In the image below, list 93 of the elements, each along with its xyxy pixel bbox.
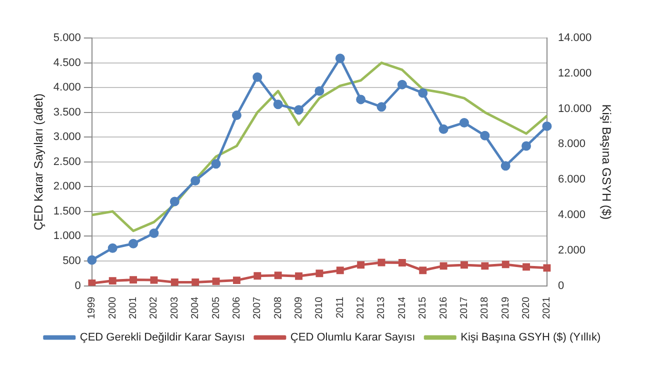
point (130, 276, 138, 284)
y2-tick-label: 4.000 (558, 209, 586, 221)
y-tick-label: 500 (62, 255, 81, 268)
point (480, 130, 490, 140)
y-tick-label: 5.000 (53, 32, 81, 44)
y-tick-label: 1.000 (53, 230, 81, 242)
point (357, 261, 365, 269)
x-tick-label: 2018 (480, 296, 491, 320)
x-tick-label: 1999 (86, 296, 98, 320)
x-tick-label: 2021 (542, 296, 553, 320)
point (502, 260, 510, 268)
y-tick-label: 0 (74, 280, 81, 292)
point (274, 272, 282, 280)
x-tick-label: 2010 (314, 296, 326, 320)
x-tick-label: 2011 (334, 296, 346, 318)
x-tick-label: 2014 (396, 296, 408, 320)
x-tick-label: 2004 (190, 296, 202, 320)
y2-tick-label: 8.000 (558, 138, 586, 150)
point (335, 54, 345, 64)
point (438, 124, 448, 134)
y2-tick-label: 14.000 (558, 32, 592, 44)
x-tick-label: 2016 (438, 296, 450, 320)
x-tick-label: 2003 (169, 296, 180, 320)
x-tick-label: 2001 (128, 296, 140, 320)
y2-tick-label: 10.000 (558, 102, 592, 115)
y2-tick-label: 0 (558, 280, 564, 292)
x-tick-label: 2015 (418, 296, 429, 320)
y-tick-label: 4.000 (53, 82, 81, 94)
x-tick-label: 2012 (356, 296, 367, 320)
point (170, 196, 180, 206)
y2-tick-label: 6.000 (558, 174, 586, 186)
point (150, 276, 158, 284)
legend-label: ÇED Olumlu Karar Sayısı (290, 332, 416, 344)
legend-label: Kişi Başına GSYH ($) (Yıllık) (460, 332, 601, 344)
point (378, 258, 386, 266)
y2-tick-label: 12.000 (558, 67, 592, 80)
point (212, 278, 220, 286)
point (170, 278, 178, 286)
point (192, 278, 200, 286)
x-tick-label: 2006 (231, 296, 242, 320)
point (336, 266, 344, 274)
point (418, 88, 428, 98)
point (376, 102, 386, 112)
point (190, 176, 200, 186)
point (542, 121, 552, 131)
legend-label: ÇED Gerekli Değildir Karar Sayısı (80, 332, 245, 344)
y2-axis-title: Kişi Başına GSYH ($) (599, 104, 614, 220)
point (543, 264, 551, 272)
x-tick-label: 2017 (458, 296, 470, 320)
x-tick-label: 2005 (210, 296, 222, 320)
y-tick-label: 4.500 (53, 56, 81, 69)
point (314, 86, 324, 96)
point (397, 80, 407, 90)
point (87, 255, 97, 265)
y-tick-label: 2.000 (53, 180, 81, 193)
point (295, 272, 302, 280)
y-tick-label: 2.500 (53, 156, 81, 168)
y2-tick-label: 2.000 (558, 244, 586, 256)
point (232, 110, 242, 120)
point (500, 161, 510, 171)
point (460, 261, 468, 269)
point (232, 276, 240, 284)
x-tick-label: 2008 (272, 296, 284, 320)
point (294, 105, 304, 115)
point (356, 94, 366, 104)
x-tick-label: 2009 (294, 296, 305, 320)
point (252, 72, 262, 82)
x-tick-label: 2007 (252, 296, 264, 320)
x-tick-label: 2002 (148, 296, 160, 320)
point (254, 272, 262, 280)
point (211, 159, 221, 169)
y-axis-title: ÇED Karar Sayıları (adet) (32, 94, 46, 230)
x-tick-label: 2019 (500, 296, 512, 320)
point (108, 243, 118, 253)
x-tick-label: 2000 (107, 296, 118, 320)
y-tick-label: 3.000 (53, 131, 81, 144)
point (481, 262, 489, 270)
point (522, 263, 530, 271)
x-tick-label: 2020 (521, 296, 532, 320)
point (522, 141, 532, 151)
point (108, 277, 116, 285)
point (149, 228, 159, 238)
y-tick-label: 1.500 (53, 205, 81, 218)
point (316, 270, 324, 278)
point (88, 280, 96, 286)
x-tick-label: 2013 (376, 296, 388, 320)
y-tick-label: 3.500 (53, 106, 81, 118)
point (440, 262, 448, 270)
point (459, 118, 469, 128)
point (273, 100, 283, 110)
point (128, 238, 138, 248)
point (398, 258, 406, 266)
point (419, 266, 427, 274)
